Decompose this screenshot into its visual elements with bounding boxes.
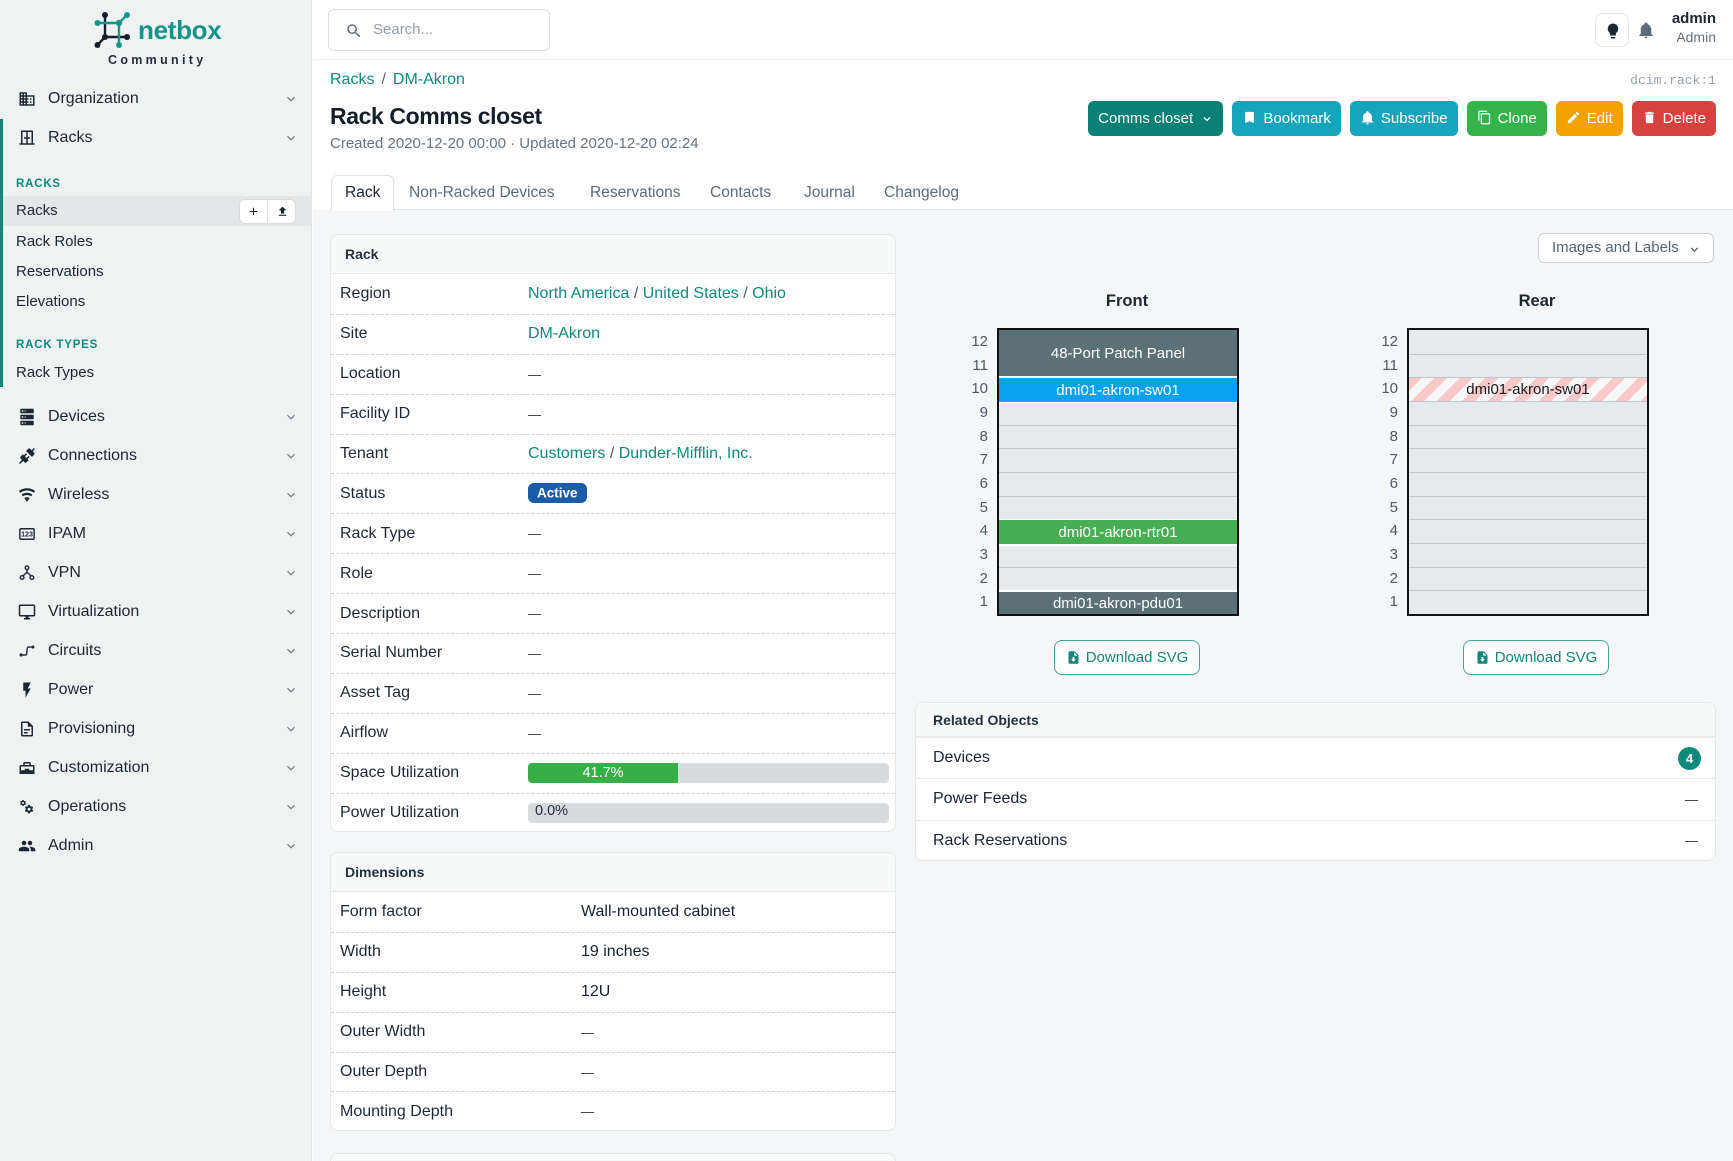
- svg-text:123: 123: [21, 530, 33, 538]
